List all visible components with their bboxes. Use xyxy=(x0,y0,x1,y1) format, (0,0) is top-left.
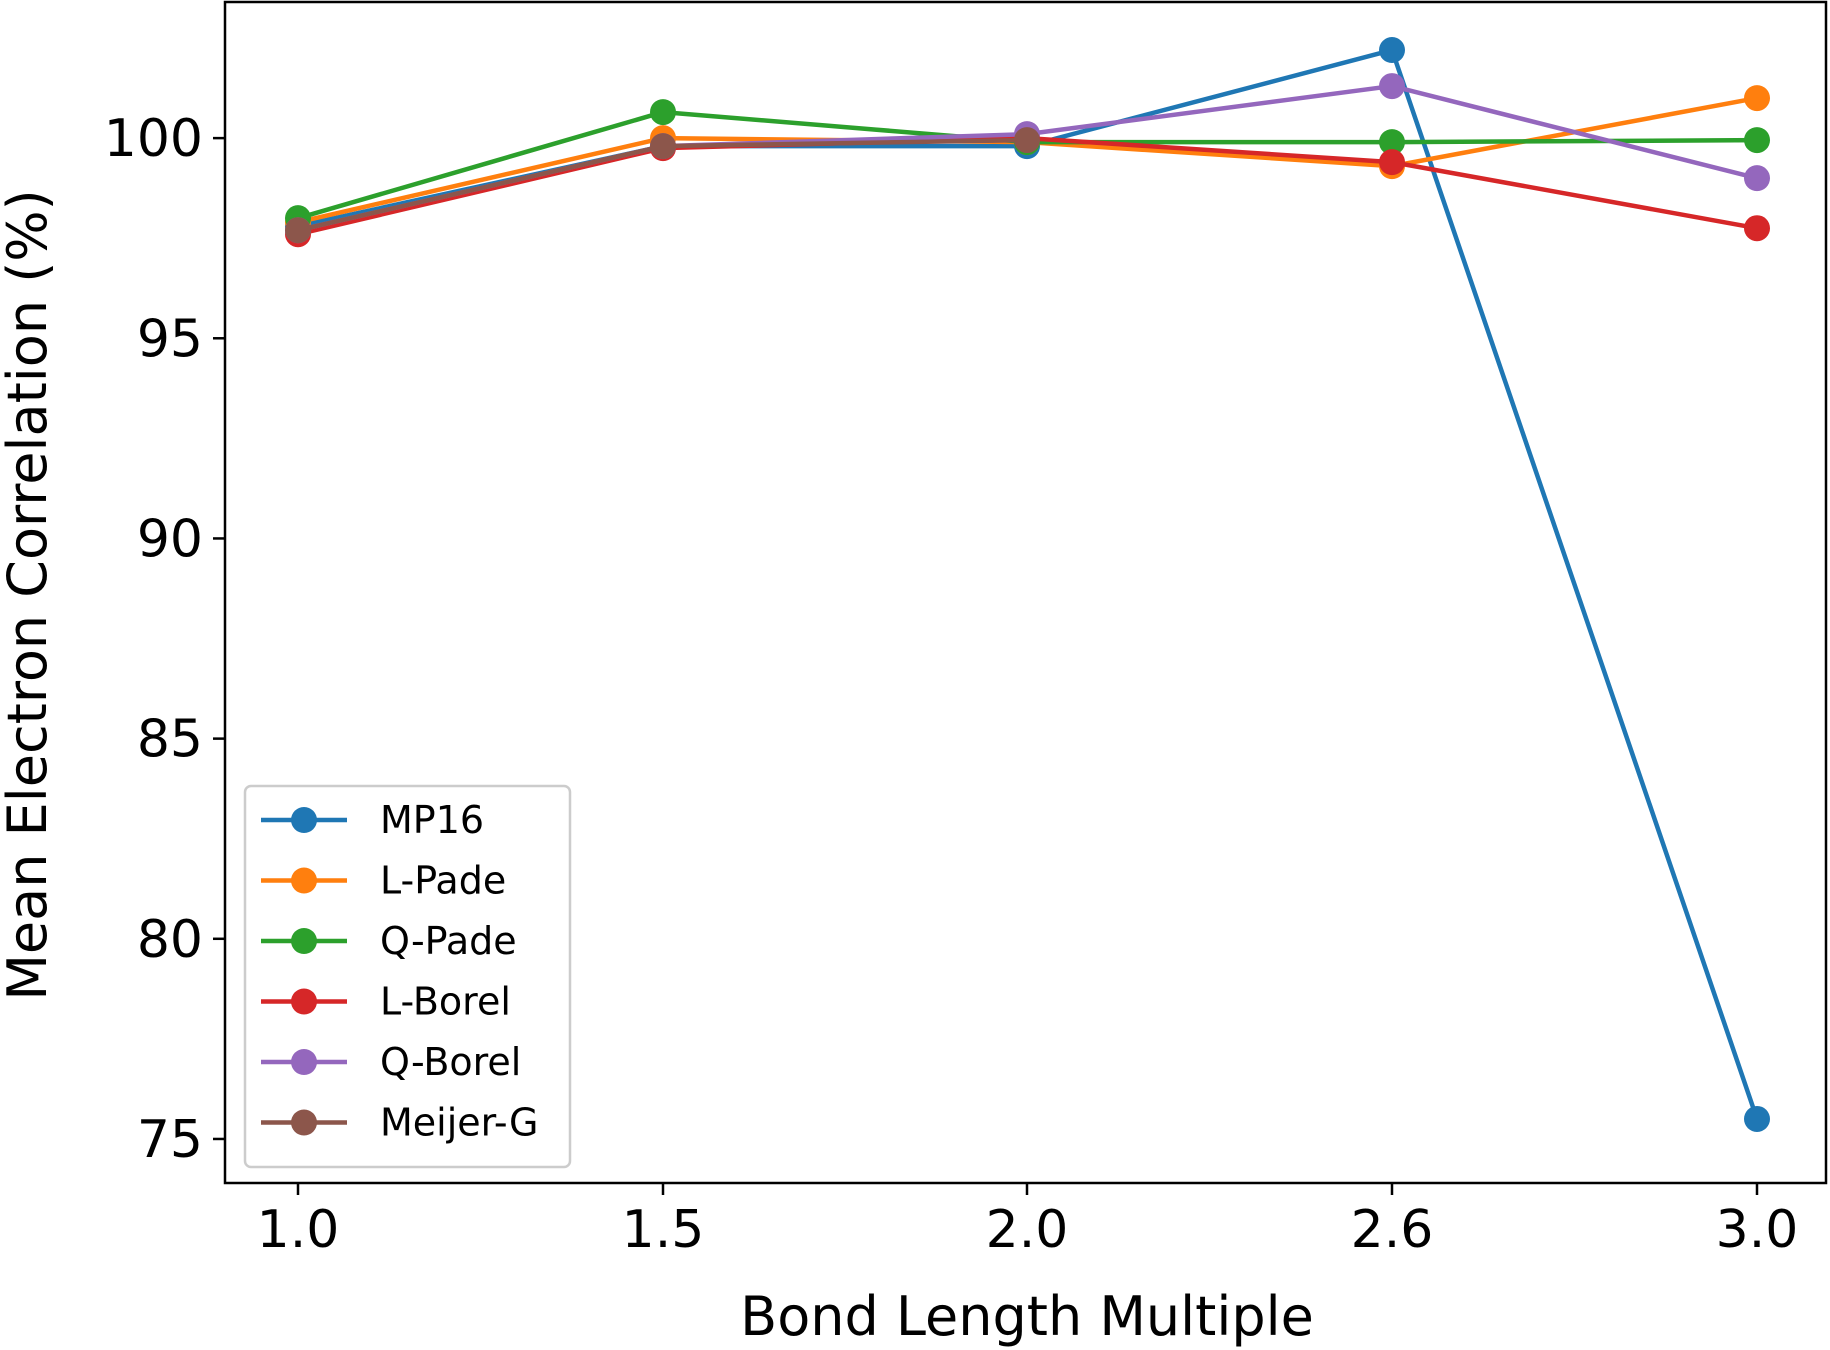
legend: MP16 L-Pade Q-Pade L-Borel Q-Borel Meijer-G xyxy=(243,784,572,1169)
legend-entry: Q-Borel xyxy=(261,1040,521,1084)
data-point-mp16 xyxy=(1379,37,1405,64)
x-axis: 1.0 1.5 2.0 2.6 3.0 xyxy=(257,1183,1799,1260)
data-point-q-pade xyxy=(650,99,676,126)
data-point-meijer-g xyxy=(650,133,676,160)
x-tick-label: 2.6 xyxy=(1351,1200,1434,1260)
legend-marker xyxy=(291,928,317,954)
legend-label: MP16 xyxy=(380,798,484,842)
legend-entry: Q-Pade xyxy=(261,919,517,963)
series-line-l-pade xyxy=(297,95,1758,225)
x-tick-label: 2.0 xyxy=(986,1200,1069,1260)
y-tick-label: 95 xyxy=(137,309,203,369)
legend-label: Q-Pade xyxy=(380,919,517,963)
legend-marker xyxy=(291,1049,317,1075)
y-axis-label: Mean Electron Correlation (%) xyxy=(0,189,59,1000)
data-point-q-pade xyxy=(1744,127,1770,154)
legend-entry: Meijer-G xyxy=(261,1101,538,1145)
data-point-q-borel xyxy=(1379,73,1405,100)
series-layer xyxy=(285,37,1770,1132)
data-point-l-borel xyxy=(1744,215,1770,242)
x-tick-label: 1.5 xyxy=(622,1200,705,1260)
legend-entry: L-Pade xyxy=(261,859,506,903)
y-tick-label: 85 xyxy=(137,710,203,770)
data-point-meijer-g xyxy=(1014,127,1040,154)
y-tick-label: 80 xyxy=(137,910,203,970)
series-q-pade xyxy=(285,99,1770,232)
x-tick-label: 3.0 xyxy=(1716,1200,1799,1260)
legend-label: Meijer-G xyxy=(380,1101,538,1145)
data-point-mp16 xyxy=(1744,1105,1770,1132)
y-axis: 75 80 85 90 95 100 xyxy=(104,109,225,1170)
y-tick-label: 90 xyxy=(137,509,203,569)
y-tick-label: 75 xyxy=(137,1110,203,1170)
legend-entry: L-Borel xyxy=(261,980,511,1024)
legend-entry: MP16 xyxy=(261,798,484,842)
legend-label: L-Borel xyxy=(380,980,511,1024)
legend-label: Q-Borel xyxy=(380,1040,521,1084)
legend-label: L-Pade xyxy=(380,859,506,903)
x-axis-label: Bond Length Multiple xyxy=(740,1285,1314,1348)
data-point-l-pade xyxy=(1744,85,1770,112)
series-l-pade xyxy=(285,85,1770,236)
y-tick-label: 100 xyxy=(104,109,203,169)
data-point-q-pade xyxy=(1379,129,1405,156)
legend-marker xyxy=(291,988,317,1015)
series-meijer-g xyxy=(285,127,1040,244)
legend-marker xyxy=(291,1109,317,1136)
legend-marker xyxy=(291,867,317,894)
plot-area-frame xyxy=(223,0,1828,1185)
data-point-meijer-g xyxy=(285,217,311,244)
x-tick-label: 1.0 xyxy=(257,1200,340,1260)
legend-marker xyxy=(291,807,317,833)
data-point-l-borel xyxy=(1379,149,1405,176)
data-point-q-borel xyxy=(1744,165,1770,192)
